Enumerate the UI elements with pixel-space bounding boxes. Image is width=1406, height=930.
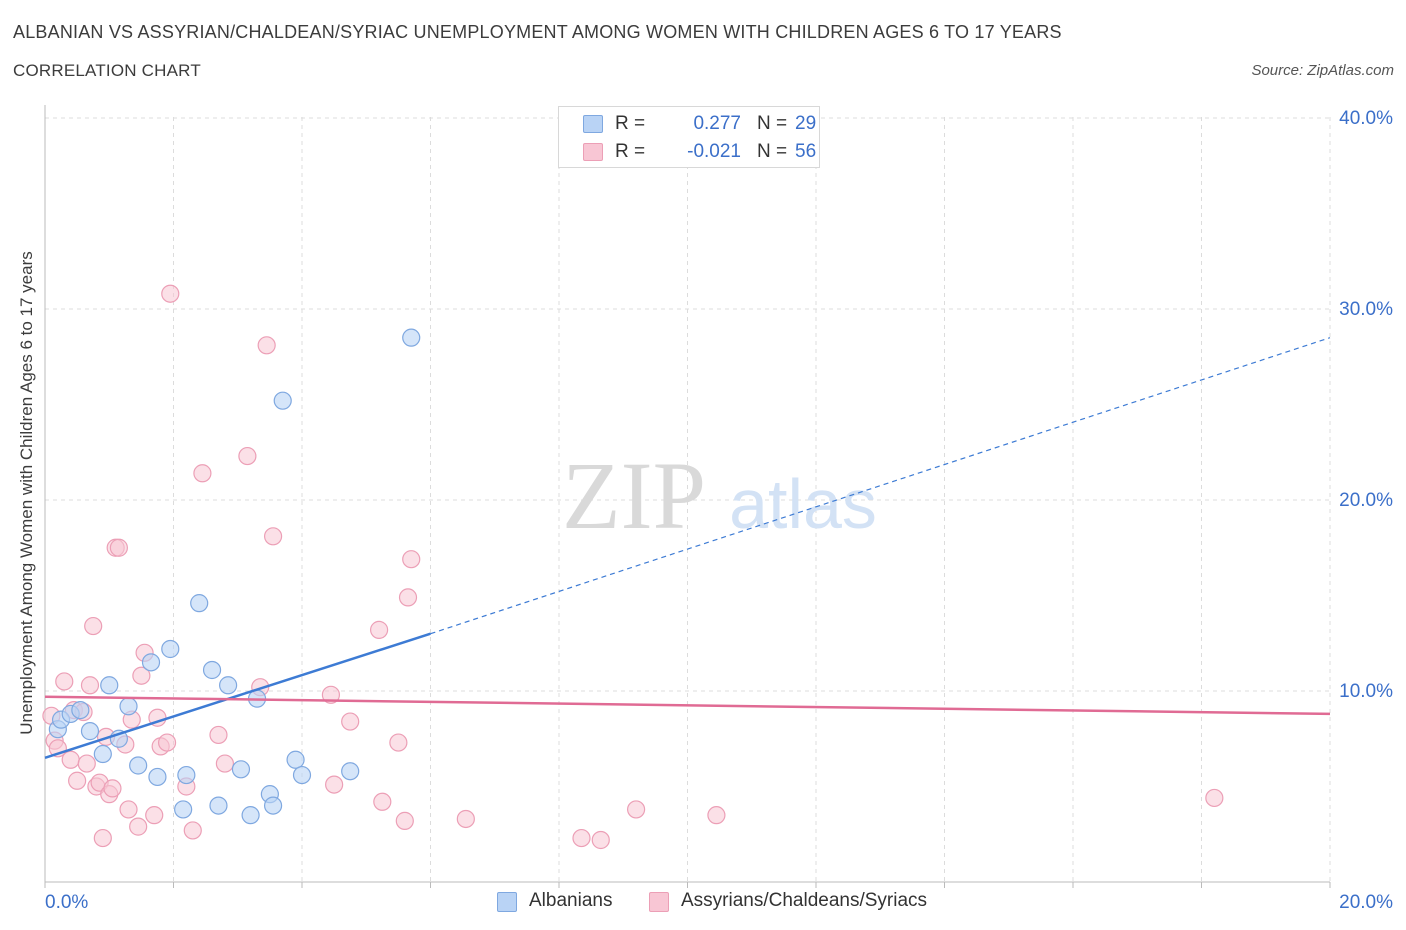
assyrian-point bbox=[263, 527, 283, 546]
albanian-point bbox=[273, 391, 292, 410]
assyrian-point bbox=[591, 830, 610, 850]
watermark-atlas: atlas bbox=[729, 465, 877, 543]
albanian-point bbox=[241, 806, 260, 825]
y-tick-label: 20.0% bbox=[1339, 490, 1393, 511]
y-tick-label: 30.0% bbox=[1339, 299, 1393, 320]
albanian-points bbox=[48, 328, 421, 825]
watermark: ZIP atlas bbox=[562, 442, 877, 549]
assyrian-point bbox=[341, 712, 360, 731]
albanian-point bbox=[93, 744, 112, 764]
assyrian-point bbox=[373, 792, 392, 811]
assyrian-point bbox=[68, 771, 87, 790]
assyrian-point bbox=[238, 446, 257, 466]
albanian-point bbox=[161, 639, 180, 659]
assyrian-point bbox=[55, 672, 74, 691]
y-tick-label: 40.0% bbox=[1339, 108, 1393, 129]
r-label: R = bbox=[615, 113, 646, 134]
assyrian-point bbox=[145, 806, 164, 825]
albanian-legend-swatch bbox=[497, 892, 517, 912]
assyrian-points bbox=[42, 284, 1224, 850]
albanian-n-value: 29 bbox=[795, 113, 817, 134]
chart-title: ALBANIAN VS ASSYRIAN/CHALDEAN/SYRIAC UNE… bbox=[13, 22, 1062, 42]
assyrian-legend-swatch bbox=[649, 892, 669, 912]
x-tick-label: 0.0% bbox=[45, 892, 88, 913]
assyrian-point bbox=[370, 620, 389, 639]
albanian-legend-label: Albanians bbox=[529, 890, 613, 911]
albanian-trend-line bbox=[44, 632, 431, 760]
albanian-point bbox=[119, 697, 138, 716]
assyrian-point bbox=[157, 733, 177, 752]
albanian-point bbox=[202, 660, 222, 680]
chart-subtitle: CORRELATION CHART bbox=[13, 61, 201, 80]
assyrian-point bbox=[109, 538, 128, 557]
assyrian-point bbox=[626, 800, 646, 819]
source-credit: Source: ZipAtlas.com bbox=[1251, 62, 1394, 79]
assyrian-point bbox=[257, 336, 276, 355]
tick-labels: 10.0% 20.0% 30.0% 40.0% 0.0% 20.0% bbox=[45, 108, 1393, 913]
assyrian-point bbox=[84, 616, 103, 636]
axes bbox=[44, 105, 1331, 888]
assyrian-point bbox=[61, 750, 80, 769]
assyrian-r-value: -0.021 bbox=[687, 141, 741, 162]
albanian-point bbox=[263, 796, 283, 815]
assyrian-point bbox=[398, 588, 418, 607]
assyrian-point bbox=[456, 809, 475, 829]
assyrian-point bbox=[321, 685, 341, 704]
albanian-point bbox=[177, 765, 196, 785]
albanian-point bbox=[100, 676, 119, 695]
albanian-point bbox=[219, 676, 238, 695]
assyrian-point bbox=[395, 811, 414, 830]
albanian-swatch bbox=[583, 115, 603, 133]
albanian-point bbox=[231, 760, 251, 779]
stats-legend: R = 0.277 N = 29 R = -0.021 N = 56 bbox=[558, 106, 820, 168]
albanian-point bbox=[292, 765, 312, 785]
albanian-point bbox=[341, 762, 360, 781]
albanian-point bbox=[71, 700, 90, 720]
assyrian-point bbox=[183, 821, 202, 840]
r-label: R = bbox=[615, 141, 646, 162]
albanian-point bbox=[209, 796, 228, 815]
assyrian-trend-line bbox=[44, 695, 1331, 716]
assyrian-point bbox=[119, 800, 138, 819]
albanian-point bbox=[402, 328, 421, 347]
assyrian-point bbox=[215, 754, 234, 773]
assyrian-point bbox=[77, 754, 96, 773]
assyrian-legend-label: Assyrians/Chaldeans/Syriacs bbox=[681, 890, 928, 911]
assyrian-point bbox=[209, 725, 228, 745]
assyrian-point bbox=[389, 733, 408, 752]
x-tick-label: 20.0% bbox=[1339, 892, 1393, 913]
assyrian-point bbox=[325, 775, 344, 794]
albanian-point bbox=[286, 750, 305, 769]
assyrian-point bbox=[80, 676, 100, 695]
watermark-zip: ZIP bbox=[562, 442, 706, 549]
assyrian-point bbox=[103, 779, 122, 798]
albanian-point bbox=[80, 722, 100, 741]
assyrian-point bbox=[161, 284, 180, 303]
n-label: N = bbox=[757, 113, 788, 134]
series-legend: Albanians Assyrians/Chaldeans/Syriacs bbox=[0, 890, 1406, 916]
assyrian-point bbox=[707, 806, 726, 825]
assyrian-point bbox=[1205, 788, 1224, 808]
assyrian-swatch bbox=[583, 143, 603, 161]
albanian-point bbox=[129, 756, 148, 775]
assyrian-point bbox=[93, 828, 112, 848]
albanian-point bbox=[148, 767, 167, 787]
trend-lines bbox=[44, 337, 1331, 760]
albanian-point bbox=[174, 800, 193, 819]
albanian-trend-extension bbox=[430, 337, 1331, 635]
assyrian-point bbox=[132, 666, 151, 685]
albanian-point bbox=[190, 594, 209, 613]
assyrian-n-value: 56 bbox=[795, 141, 817, 162]
albanian-r-value: 0.277 bbox=[693, 113, 741, 134]
assyrian-point bbox=[129, 817, 148, 836]
n-label: N = bbox=[757, 141, 788, 162]
assyrian-point bbox=[572, 828, 591, 848]
assyrian-point bbox=[402, 550, 421, 569]
assyrian-point bbox=[193, 464, 212, 483]
y-tick-label: 10.0% bbox=[1339, 681, 1393, 702]
albanian-point bbox=[141, 653, 161, 672]
